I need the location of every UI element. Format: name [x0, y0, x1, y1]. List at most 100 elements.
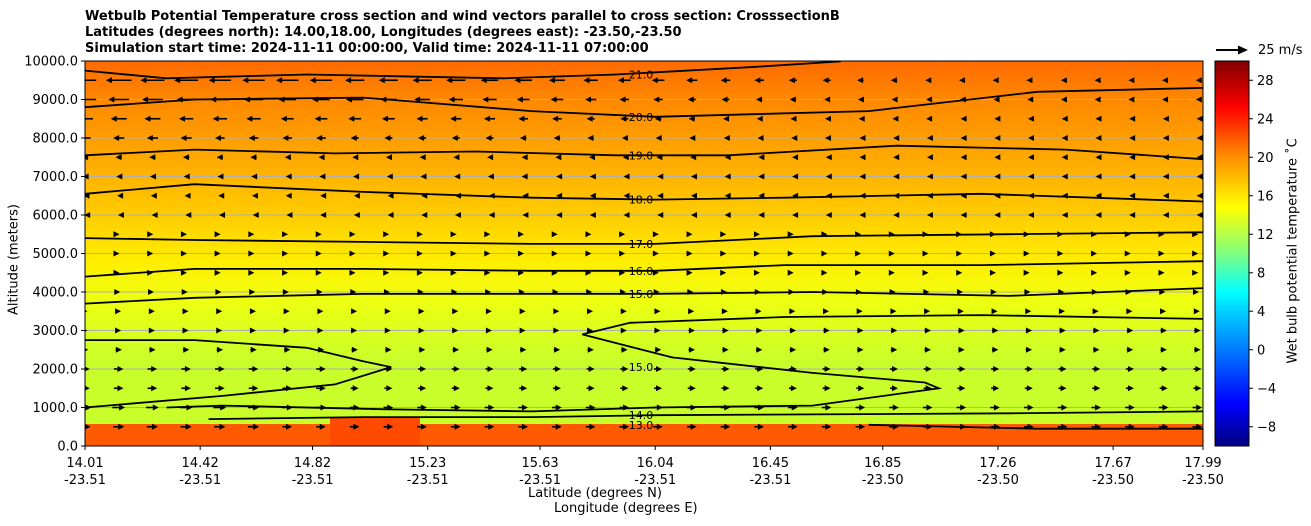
wind-vector-head — [689, 366, 696, 372]
wind-vector-head — [151, 212, 158, 218]
wind-vector — [1061, 135, 1068, 141]
wind-vector-head — [1061, 404, 1068, 411]
wind-vector-head — [485, 135, 492, 141]
wind-vector-head — [77, 116, 83, 122]
wind-vector — [518, 289, 525, 295]
wind-vector-head — [418, 308, 425, 315]
wind-vector — [149, 346, 156, 353]
wind-vector — [284, 154, 291, 161]
wind-vector — [960, 115, 967, 122]
wind-vector — [320, 192, 327, 199]
wind-vector-head — [85, 329, 88, 332]
wind-vector — [514, 77, 533, 84]
wind-vector — [755, 308, 762, 315]
wind-vector — [855, 231, 862, 238]
wind-vector — [148, 327, 155, 334]
wind-vector-head — [521, 366, 528, 372]
x-tick-label-lon: -23.51 — [292, 473, 334, 488]
wind-vector — [1160, 308, 1167, 315]
y-tick-label: 2000.0 — [33, 363, 79, 378]
wind-vector-head — [182, 308, 189, 315]
wind-vector — [958, 346, 965, 353]
contour-line — [85, 287, 1203, 305]
wind-vector-head — [215, 135, 222, 141]
wind-vector — [687, 366, 696, 372]
wind-vector — [85, 98, 97, 101]
wind-vector-head — [651, 77, 658, 84]
wind-vector-head — [825, 192, 832, 199]
wind-vector — [215, 135, 225, 141]
wind-vector-head — [587, 135, 594, 141]
wind-vector-head — [117, 385, 124, 392]
wind-vector — [218, 192, 225, 199]
wind-vector — [890, 346, 898, 353]
wind-vector-head — [994, 192, 1001, 199]
wind-vector — [991, 327, 999, 334]
wind-vector — [619, 96, 630, 103]
wind-vector — [1125, 423, 1135, 430]
wind-vector — [282, 289, 289, 295]
wind-vector — [520, 346, 527, 353]
wind-vector — [791, 135, 798, 141]
wind-vector — [654, 366, 663, 372]
wind-vector-head — [243, 96, 250, 103]
wind-vector — [1158, 269, 1165, 276]
wind-vector-head — [893, 154, 900, 161]
wind-vector — [724, 154, 731, 161]
wind-vector — [247, 423, 260, 430]
wind-vector-head — [858, 366, 865, 372]
wind-vector — [452, 308, 459, 315]
wind-vector — [112, 404, 126, 411]
wind-vector-head — [1028, 115, 1035, 122]
wind-vector — [316, 385, 326, 392]
wind-vector-head — [756, 115, 763, 122]
wind-vector-head — [284, 154, 291, 161]
wind-vector — [248, 231, 255, 238]
wind-vector-head — [1192, 231, 1199, 238]
wind-vector — [451, 289, 458, 295]
contour-line — [208, 410, 1203, 420]
wind-vector-head — [791, 404, 798, 411]
wind-vector — [1196, 115, 1203, 122]
wind-vector-head — [451, 135, 458, 141]
wind-vector — [1024, 404, 1034, 411]
wind-vector-head — [110, 115, 117, 122]
wind-vector — [350, 385, 359, 392]
wind-vector-head — [993, 385, 1000, 392]
wind-vector-head — [453, 154, 460, 161]
wind-vector — [825, 192, 832, 199]
wind-vector — [824, 115, 831, 122]
wind-vector-head — [994, 115, 1001, 122]
wind-vector — [148, 289, 155, 295]
wind-vector — [1129, 115, 1136, 122]
wind-vector — [721, 308, 728, 315]
wind-vector-head — [315, 269, 322, 276]
wind-vector — [589, 173, 596, 180]
wind-vector — [416, 250, 423, 257]
wind-vector — [926, 212, 933, 218]
wind-vector — [754, 77, 764, 84]
wind-vector — [350, 366, 359, 372]
wind-vector — [316, 366, 326, 372]
wind-vector — [1196, 192, 1203, 199]
wind-vector-head — [1129, 173, 1136, 180]
wind-vector — [1160, 346, 1167, 353]
wind-vector-head — [315, 250, 322, 257]
wind-vector-head — [418, 135, 425, 141]
wind-vector — [418, 366, 427, 372]
wind-vector-head — [116, 173, 123, 180]
wind-vector — [1091, 423, 1102, 430]
wind-vector-head — [956, 250, 963, 257]
wind-vector — [85, 154, 89, 161]
wind-vector — [1160, 327, 1167, 334]
wind-vector-head — [1094, 366, 1101, 372]
wind-vector — [623, 192, 630, 199]
wind-vector-head — [1158, 250, 1165, 257]
wind-vector — [214, 231, 221, 238]
wind-vector — [956, 250, 963, 257]
wind-vector — [110, 115, 127, 122]
plot-area: 21.0 20.0 19.0 18.0 17.0 16.0 15.0 15.0 14.013.0 — [77, 60, 1204, 447]
wind-vector — [378, 77, 398, 84]
wind-vector — [519, 385, 528, 392]
wind-vector — [1124, 231, 1131, 238]
